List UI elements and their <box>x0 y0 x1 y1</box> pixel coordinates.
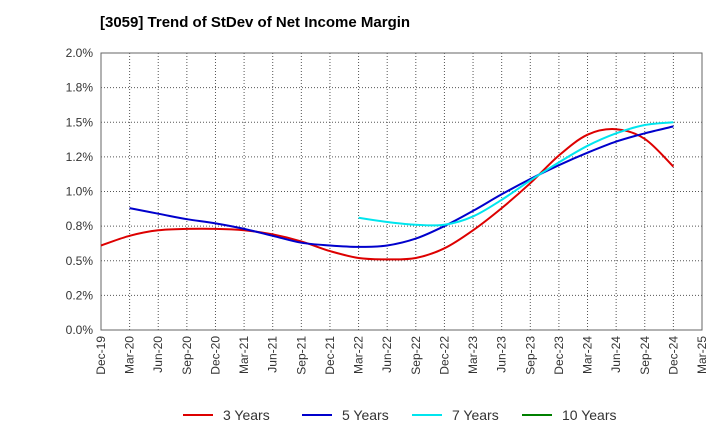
x-tick-label: Mar-21 <box>237 336 251 374</box>
x-tick-label: Sep-23 <box>523 336 537 375</box>
x-tick-label: Mar-25 <box>695 336 709 374</box>
series-line-7-years <box>358 121 674 227</box>
legend-label: 10 Years <box>562 407 617 423</box>
series-line-3-years <box>100 128 675 261</box>
x-tick-label: Sep-24 <box>638 336 652 375</box>
series-lines <box>100 121 675 261</box>
y-tick-label: 1.5% <box>66 115 94 129</box>
series-line-5-years <box>129 125 674 248</box>
x-tick-label: Jun-22 <box>380 336 394 373</box>
y-tick-label: 0.0% <box>66 323 94 337</box>
x-tick-label: Mar-22 <box>352 336 366 374</box>
axes: 0.0% 0.2% 0.5% 0.8% 1.0% 1.2% 1.5% 1.8% 2.0% Dec-… <box>66 46 709 375</box>
x-tick-label: Sep-22 <box>409 336 423 375</box>
y-tick-label: 0.8% <box>66 219 94 233</box>
x-tick-label: Mar-24 <box>581 336 595 374</box>
legend-label: 5 Years <box>342 407 389 423</box>
x-tick-label: Jun-21 <box>266 336 280 373</box>
x-tick-label: Dec-19 <box>94 336 108 375</box>
y-tick-label: 2.0% <box>66 46 94 60</box>
y-tick-label: 1.8% <box>66 81 94 95</box>
y-tick-label: 1.0% <box>66 185 94 199</box>
x-tick-label: Dec-24 <box>666 336 680 375</box>
chart-title: [3059] Trend of StDev of Net Income Marg… <box>100 14 411 31</box>
x-tick-label: Mar-20 <box>123 336 137 374</box>
x-tick-label: Jun-23 <box>495 336 509 373</box>
x-tick-label: Dec-21 <box>323 336 337 375</box>
x-tick-label: Jun-24 <box>609 336 623 373</box>
grid-lines <box>101 53 702 330</box>
x-tick-label: Dec-22 <box>437 336 451 375</box>
x-tick-label: Sep-21 <box>294 336 308 375</box>
legend-label: 7 Years <box>452 407 499 423</box>
x-tick-label: Sep-20 <box>180 336 194 375</box>
x-tick-label: Dec-20 <box>208 336 222 375</box>
y-tick-label: 1.2% <box>66 150 94 164</box>
plot-area-border <box>100 52 703 331</box>
y-tick-label: 0.5% <box>66 254 94 268</box>
y-tick-label: 0.2% <box>66 288 94 302</box>
x-tick-label: Jun-20 <box>151 336 165 373</box>
x-tick-label: Dec-23 <box>552 336 566 375</box>
legend: 3 Years 5 Years 7 Years 10 Years <box>183 407 617 423</box>
legend-label: 3 Years <box>223 407 270 423</box>
x-tick-label: Mar-23 <box>466 336 480 374</box>
